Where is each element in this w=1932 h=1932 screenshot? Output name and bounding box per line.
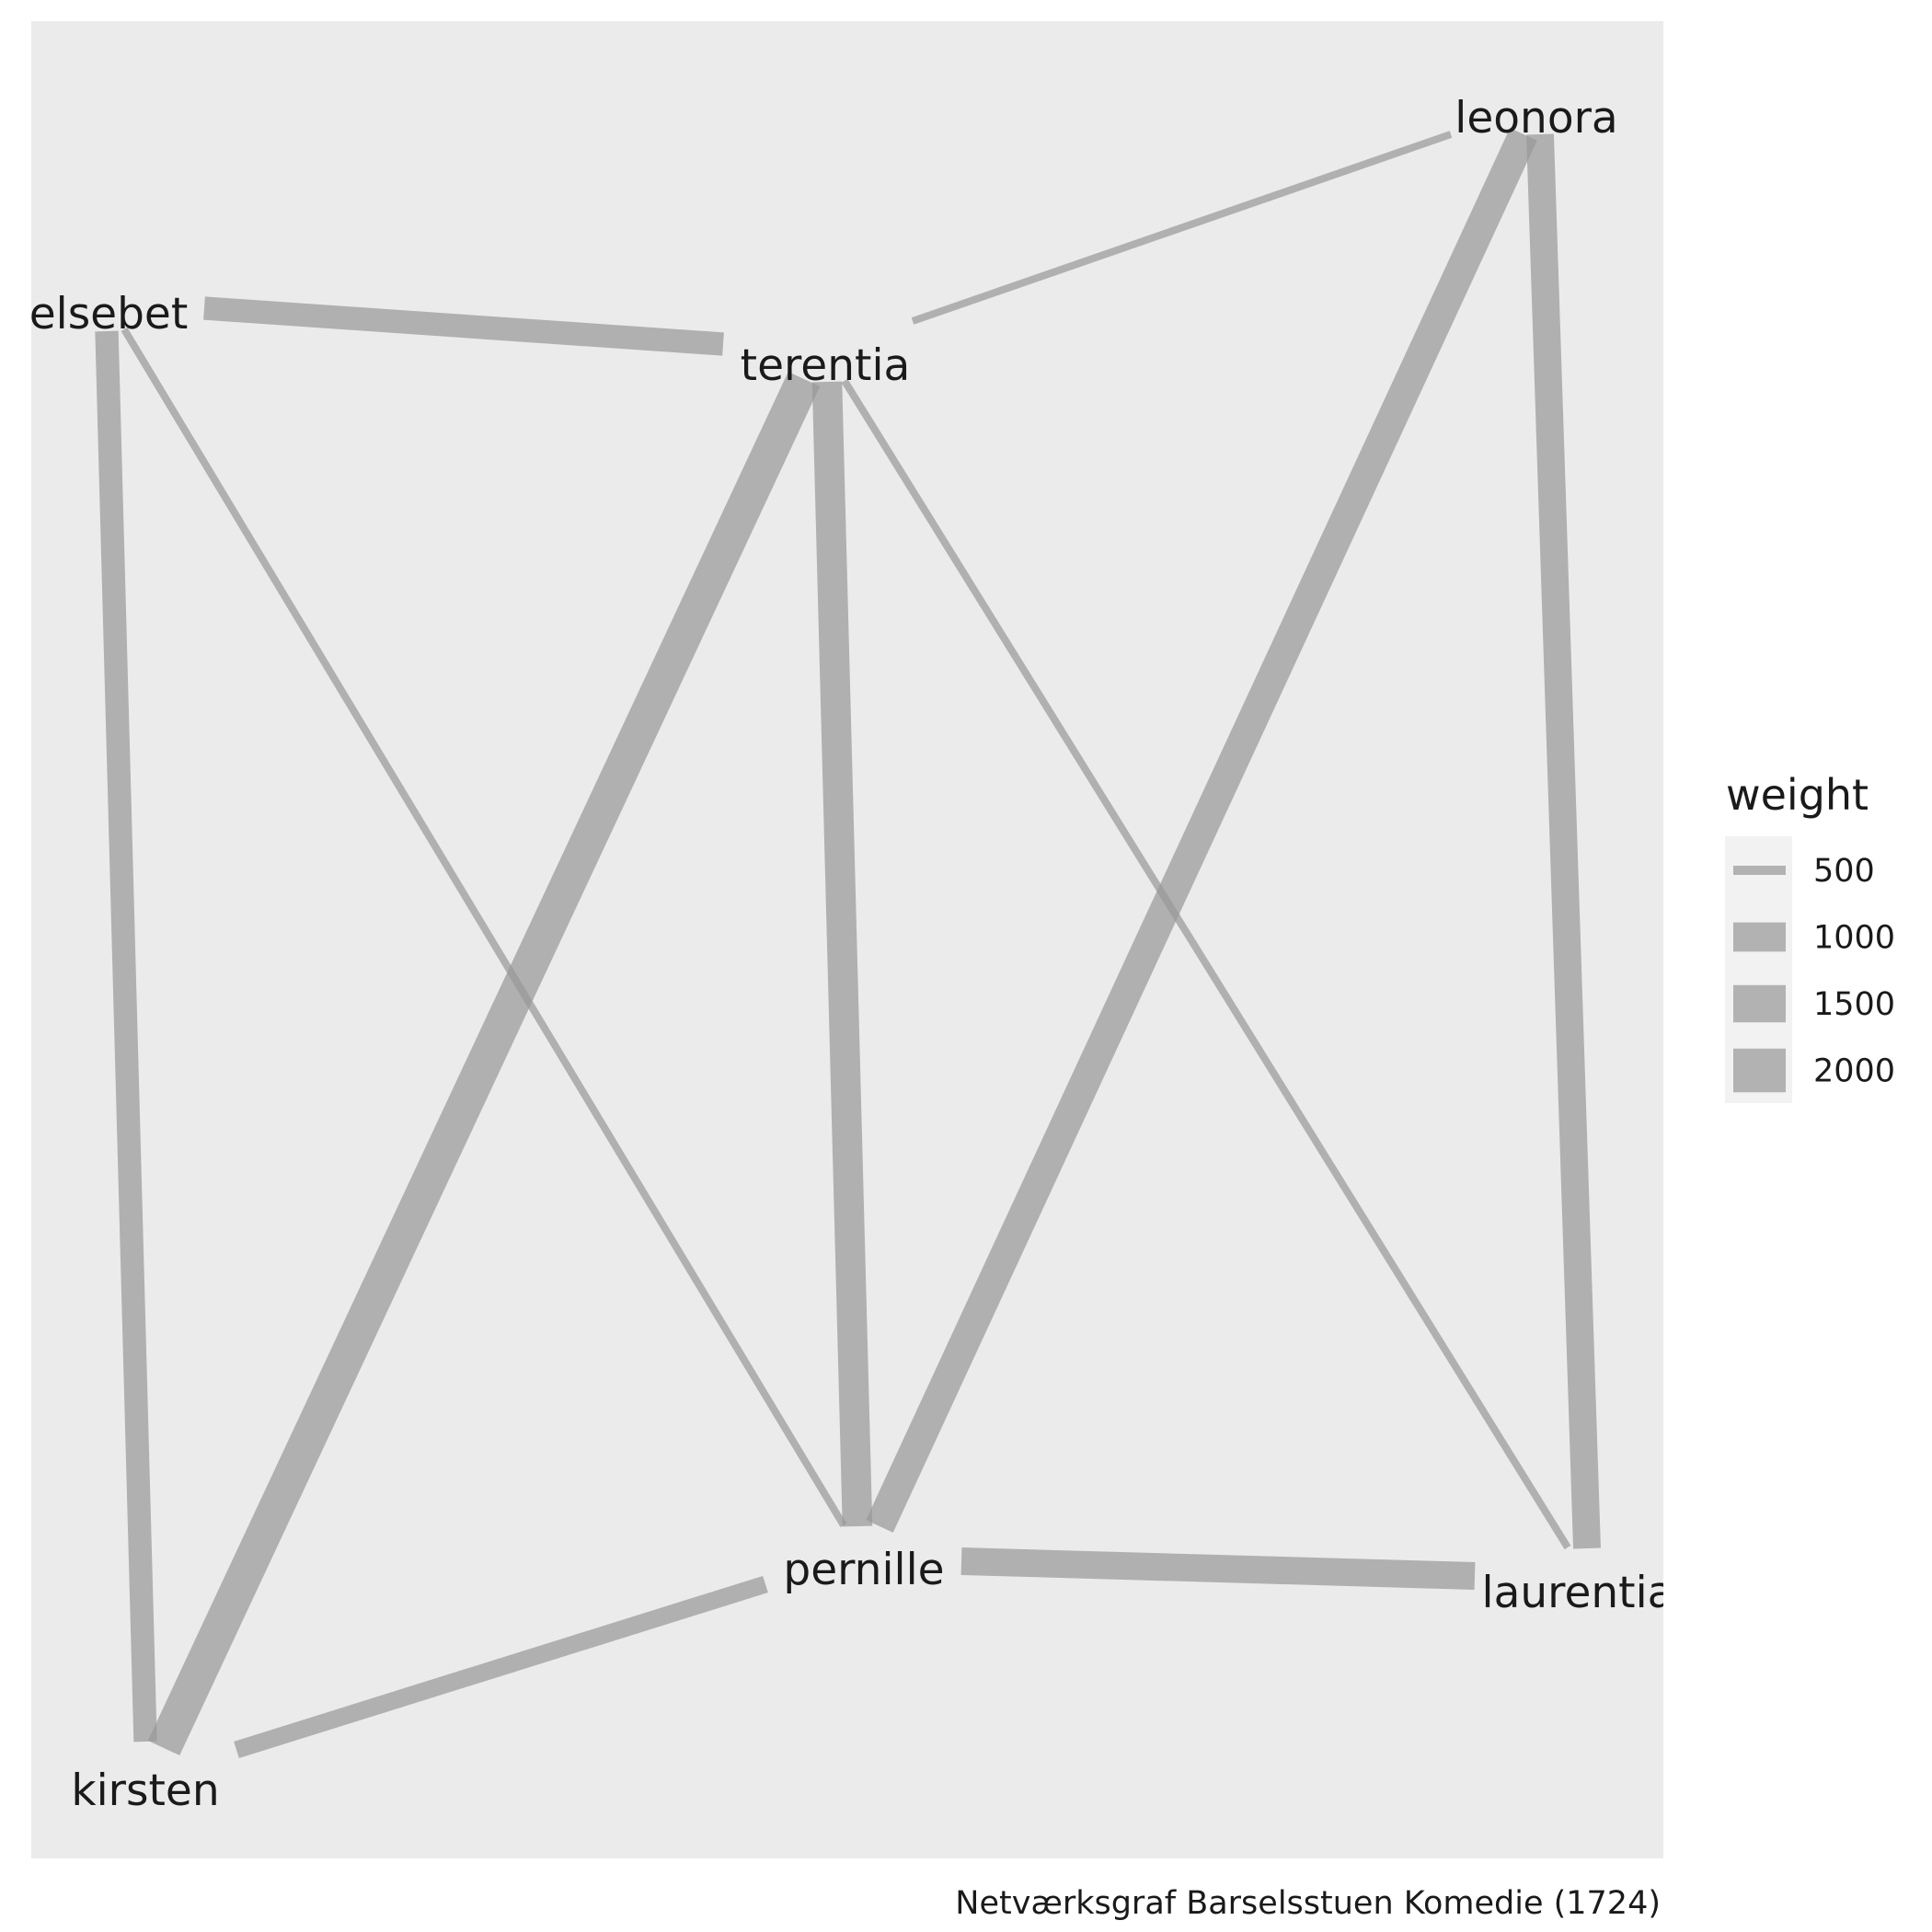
legend-label-1500: 1500 (1813, 986, 1895, 1023)
node-label-laurentia: laurentia (1482, 1568, 1674, 1618)
legend-label-500: 500 (1813, 853, 1875, 890)
legend-label-1000: 1000 (1813, 920, 1895, 957)
edge-elsebet-pernille (121, 327, 847, 1528)
node-label-elsebet: elsebet (29, 289, 189, 339)
nodes-layer: leonora elsebet terentia pernille laurentia k… (29, 93, 1674, 1816)
edges-layer (95, 128, 1601, 1759)
edge-terentia-kirsten (147, 371, 821, 1756)
caption: Netværksgraf Barselsstuen Komedie (1724) (955, 1885, 1661, 1922)
node-label-pernille: pernille (783, 1545, 944, 1595)
edge-elsebet-kirsten (95, 330, 157, 1742)
legend-items: 500 1000 1500 2000 (1733, 853, 1895, 1093)
edge-kirsten-pernille (234, 1575, 768, 1759)
edge-elsebet-terentia (203, 296, 724, 356)
weight-legend: weight 500 1000 1500 2000 (1725, 770, 1895, 1103)
node-label-leonora: leonora (1455, 93, 1617, 144)
node-label-terentia: terentia (741, 340, 911, 391)
edge-pernille-laurentia (960, 1547, 1476, 1590)
legend-title: weight (1726, 770, 1869, 820)
node-label-kirsten: kirsten (71, 1765, 219, 1816)
edge-terentia-pernille (811, 381, 873, 1527)
edge-terentia-leonora (911, 131, 1453, 325)
edge-leonora-pernille (866, 128, 1537, 1533)
edge-terentia-laurentia (841, 378, 1571, 1550)
legend-label-2000: 2000 (1813, 1053, 1895, 1090)
edge-leonora-laurentia (1526, 133, 1601, 1549)
